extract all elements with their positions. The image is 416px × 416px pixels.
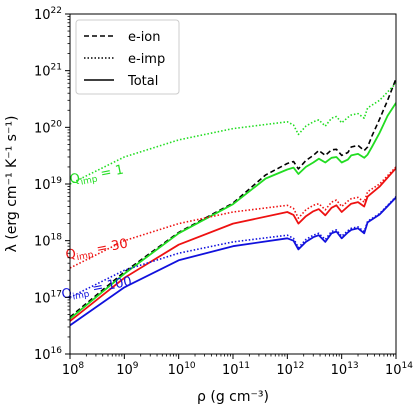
legend-box bbox=[75, 19, 180, 95]
y-tick-label: 1021 bbox=[34, 63, 62, 80]
x-tick-label: 1014 bbox=[385, 361, 413, 378]
x-tick-label: 108 bbox=[62, 361, 85, 378]
series-Q1-e-ion bbox=[70, 78, 396, 318]
y-axis: 1016 1017 1018 1019 1020 1021 1022 bbox=[34, 6, 70, 363]
annotation-qimp-1: Qimp = 30 bbox=[64, 236, 129, 265]
series-Q1-total bbox=[70, 102, 396, 320]
series-Q100-total bbox=[70, 196, 396, 327]
y-tick-label: 1018 bbox=[34, 233, 62, 250]
y-tick-label: 1016 bbox=[34, 346, 62, 363]
y-tick-label: 1022 bbox=[34, 6, 62, 23]
series-Q30-total bbox=[70, 167, 396, 322]
x-axis-label: ρ (g cm⁻³) bbox=[197, 389, 269, 405]
legend: e-ion e-imp Total bbox=[75, 19, 180, 95]
x-tick-label: 1013 bbox=[331, 361, 359, 378]
annotation-qimp-0: Qimp = 1 bbox=[69, 162, 126, 189]
x-tick-label: 1012 bbox=[276, 361, 304, 378]
x-tick-label: 109 bbox=[116, 361, 139, 378]
y-tick-label: 1019 bbox=[34, 176, 62, 193]
y-tick-label: 1017 bbox=[34, 289, 62, 306]
series-Q30-e-imp bbox=[70, 166, 396, 269]
x-tick-label: 1010 bbox=[168, 361, 196, 378]
series-layer bbox=[70, 78, 396, 327]
legend-label-e-imp: e-imp bbox=[128, 52, 165, 67]
legend-label-e-ion: e-ion bbox=[128, 30, 161, 45]
x-axis: 108 109 1010 1011 1012 1013 1014 bbox=[62, 354, 413, 378]
y-axis-label: λ (erg cm⁻¹ K⁻¹ s⁻¹) bbox=[4, 116, 20, 253]
y-tick-label: 1020 bbox=[34, 119, 62, 136]
legend-label-total: Total bbox=[127, 74, 158, 89]
x-tick-label: 1011 bbox=[222, 361, 250, 378]
